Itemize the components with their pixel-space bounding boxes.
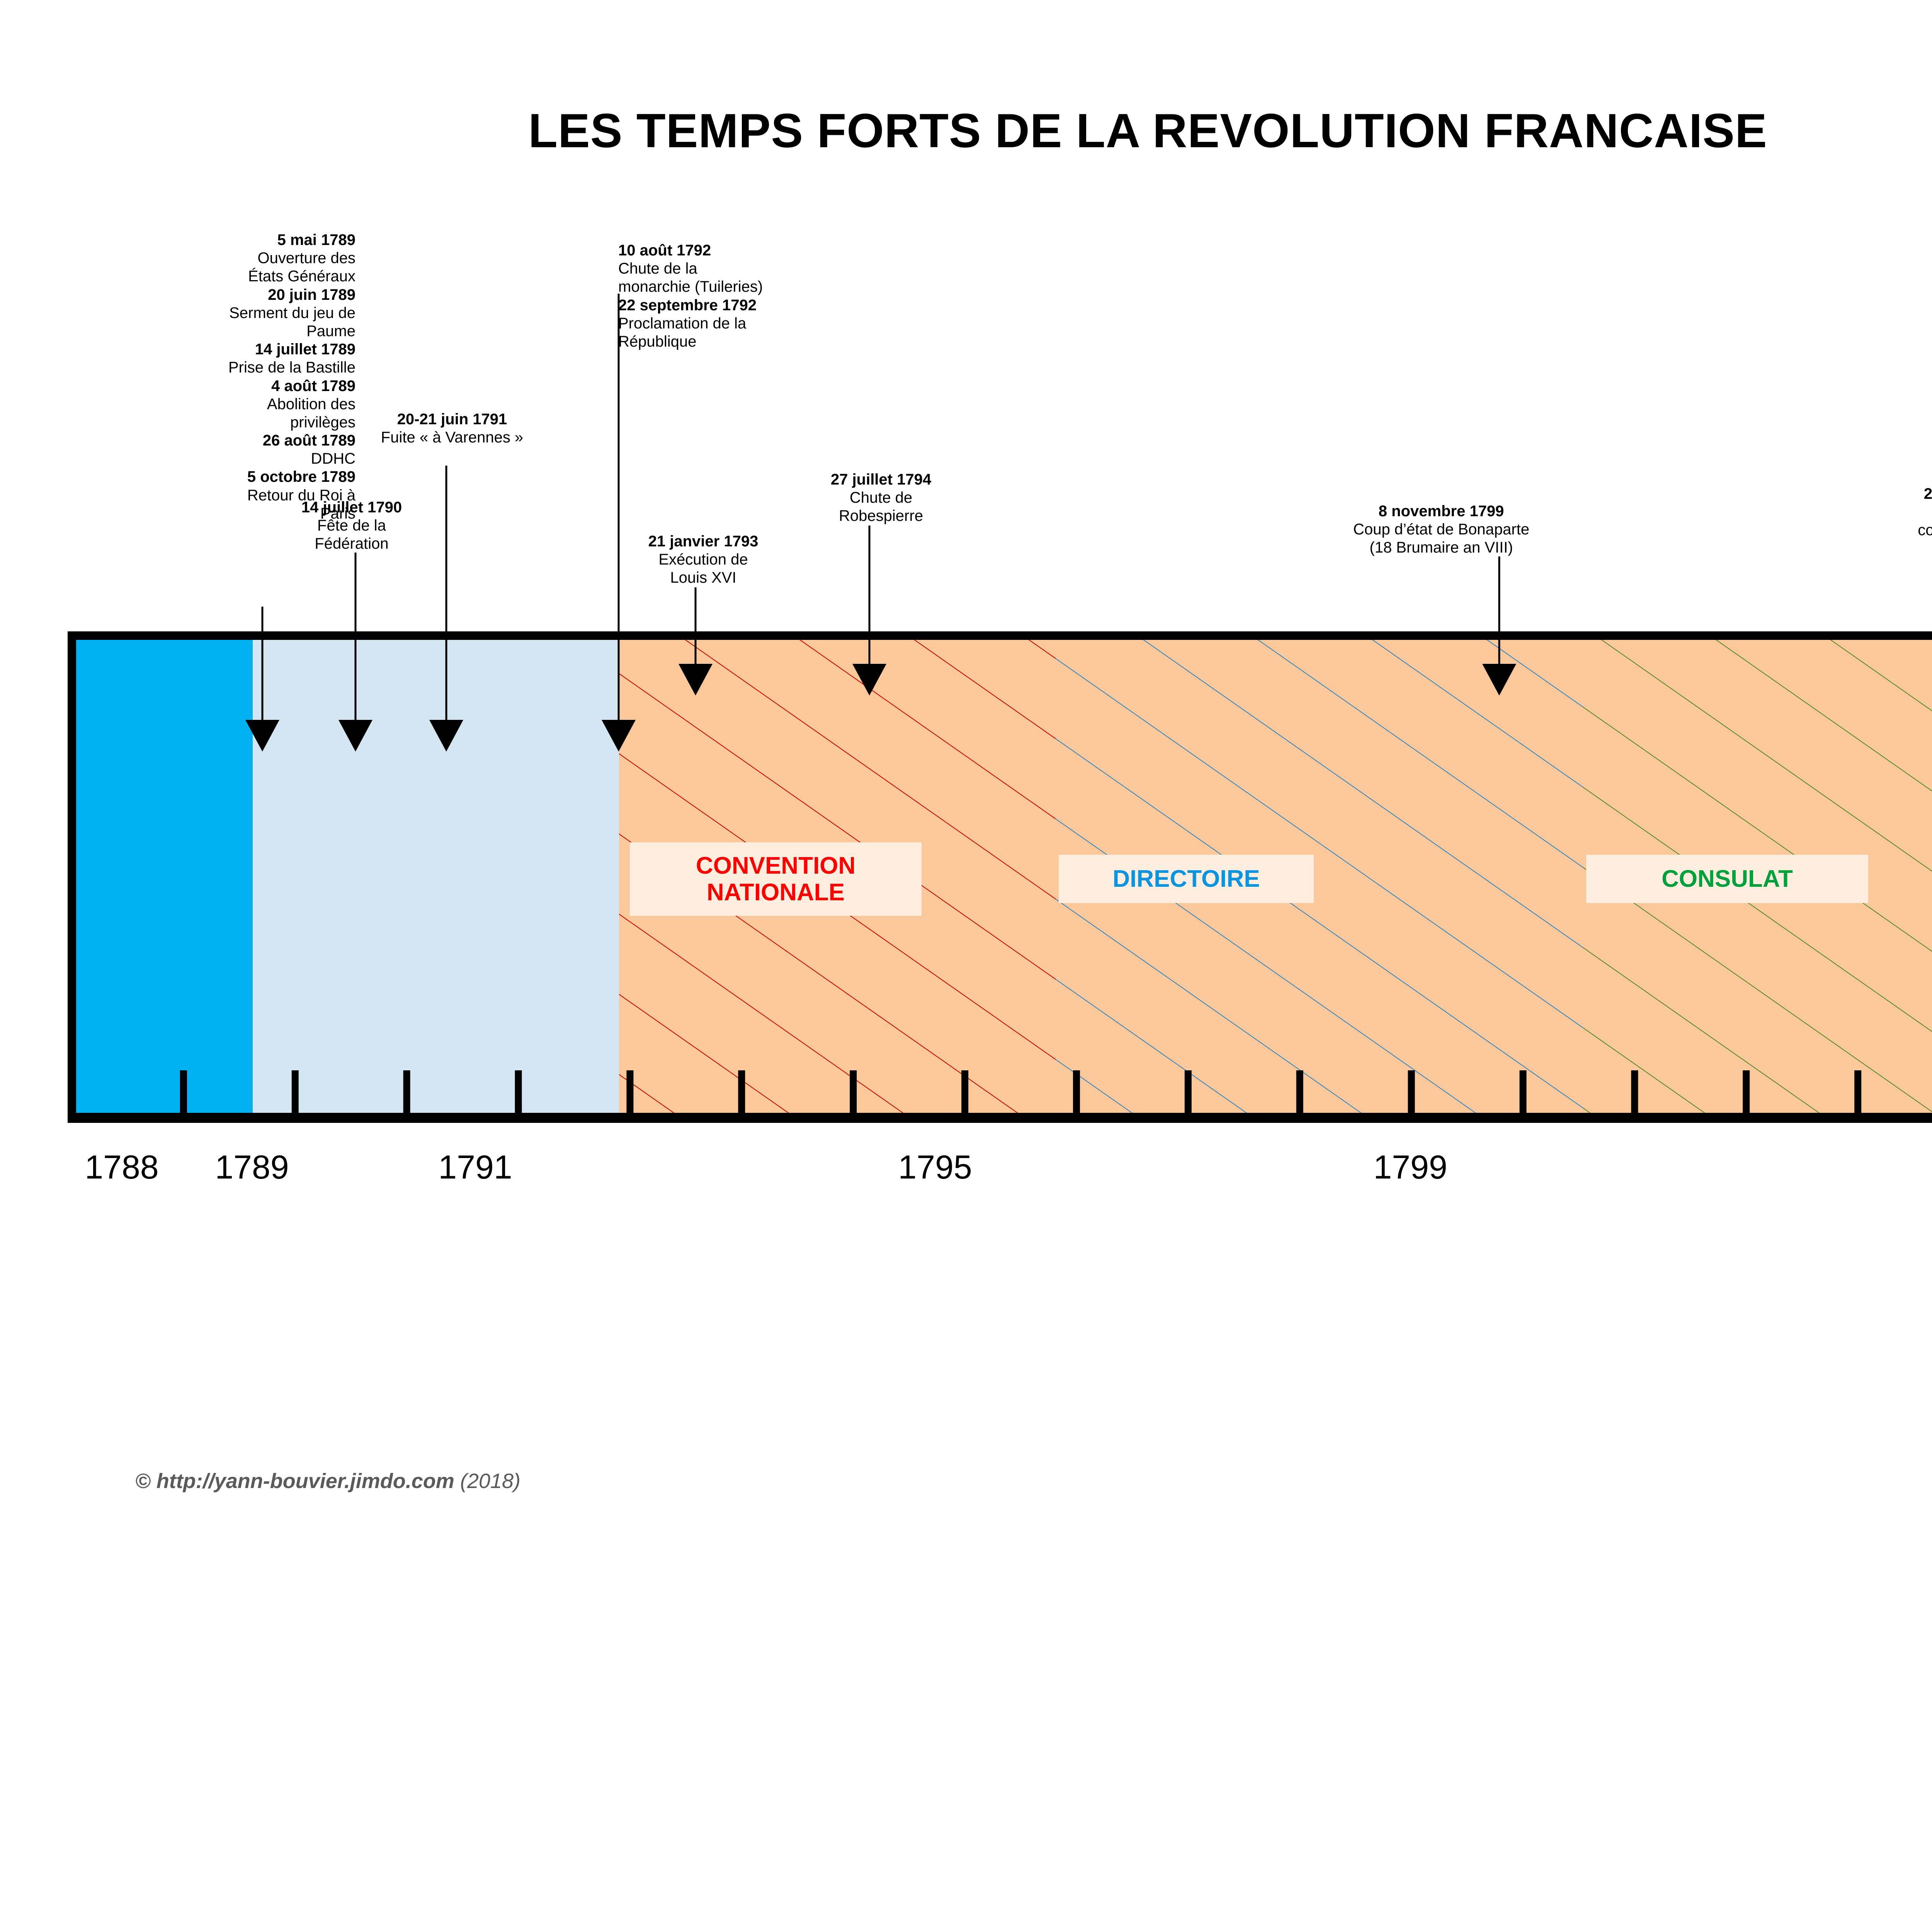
annotation-date: 14 juillet 1789 [255,341,355,358]
axis-tick [961,1070,969,1119]
annotation-events-1789: 5 mai 1789 Ouverture des États Généraux 20 … [0,231,355,523]
axis-tick [403,1070,410,1119]
axis-tick [1743,1070,1750,1119]
annotation-execution-louis-xvi-1793: 21 janvier 1793 Exécution de Louis XVI [595,532,811,587]
leader-arrowhead [679,664,713,696]
annotation-date: 27 juillet 1794 [830,471,932,488]
annotation-text: privilèges [290,413,355,431]
annotation-text: (18 Brumaire an VIII) [1369,539,1513,556]
annotation-chute-robespierre-1794: 27 juillet 1794 Chute de Robespierre [767,471,995,526]
axis-tick [626,1070,634,1119]
axis-tick [1519,1070,1527,1119]
era-label-consulat: CONSULAT [1586,855,1868,903]
leader-arrowhead [852,664,886,696]
annotation-text: Fuite « à Varennes » [381,429,524,446]
annotation-text: monarchie (Tuileries) [618,278,763,296]
annotation-text: Retour du Roi à [247,486,355,504]
axis-tick [515,1070,522,1119]
axis-label-1788: 1788 [85,1149,159,1186]
annotation-text: Louis XVI [670,569,736,587]
annotation-date: 4 août 1789 [271,377,355,395]
axis-tick [291,1070,299,1119]
annotation-text: Fédération [315,535,389,553]
annotation-date: 10 août 1792 [618,242,711,259]
era-block-ancien-regime [72,636,253,1119]
credit-year: (2018) [460,1469,520,1493]
axis-label-1795: 1795 [898,1149,972,1186]
axis-tick [1631,1070,1638,1119]
leader-arrowhead [602,720,636,752]
regime-legend-bar: ANCIEN REGIME MONARCHIE ABSOLUE (avant 1… [0,1252,1932,1406]
annotation-text: Fête de la [317,517,386,534]
annotation-date: 22 septembre 1792 [618,296,757,314]
annotation-text: Ouverture des [257,250,355,267]
infographic-canvas: LES TEMPS FORTS DE LA REVOLUTION FRANCAI… [0,104,1932,1493]
leader-arrowhead [429,720,463,752]
era-block-monarchie-constitutionnelle [253,636,619,1119]
annotation-text: États Généraux [248,268,355,285]
annotation-date: 21 janvier 1793 [648,533,759,550]
axis-tick [180,1070,187,1119]
annotation-fete-federation-1790: 14 juillet 1790 Fête de la Fédération [240,498,464,553]
annotation-date: 5 octobre 1789 [247,468,355,486]
axis-tick [1073,1070,1080,1119]
annotation-date: 14 juillet 1790 [301,499,402,516]
axis-tick [1854,1070,1862,1119]
annotation-text: République [618,333,697,350]
timeline-outline [68,631,1932,1123]
axis-label-1799: 1799 [1373,1149,1447,1186]
leader-arrowhead [338,720,372,752]
annotation-text: Paume [306,322,355,340]
annotation-text: Exécution de [658,551,748,568]
annotation-text: Chute de la [618,260,697,277]
page-title: LES TEMPS FORTS DE LA REVOLUTION FRANCAI… [528,104,1767,158]
axis-label-1789: 1789 [215,1149,289,1186]
copyright-credit: © http://yann-bouvier.jimdo.com (2018) [135,1469,520,1493]
annotation-sacre-1804: 2 décembre 1804Bonapartecouronné Empereu… [1862,485,1932,558]
era-label-convention-nationale: CONVENTION NATIONALE [630,842,922,916]
axis-tick [1296,1070,1303,1119]
era-label-directoire: DIRECTOIRE [1059,855,1314,903]
annotation-date: 5 mai 1789 [277,231,355,248]
axis-baseline [70,1113,1932,1123]
axis-tick [1184,1070,1192,1119]
annotation-text: Paris [320,505,355,522]
annotation-text: Robespierre [839,507,923,525]
annotation-date: 20 juin 1789 [268,286,355,303]
annotation-text: Coup d’état de Bonaparte [1353,521,1529,538]
axis-tick [850,1070,857,1119]
era-label-convention-line1: CONVENTION [696,852,856,879]
axis-label-1791: 1791 [438,1149,512,1186]
annotation-date: 26 août 1789 [262,432,355,449]
leader-arrowhead [1482,664,1516,696]
annotation-chute-monarchie-1792: 10 août 1792 Chute de la monarchie (Tuiler… [618,242,935,351]
annotation-arrowheads [245,664,1516,752]
annotation-date: 2 décembre 1804 [1923,485,1932,502]
annotation-text: Prise de la Bastille [228,359,355,376]
annotation-text: couronné Empereur [1918,522,1932,539]
annotation-coup-etat-1799: 8 novembre 1799 Coup d’état de Bonaparte(… [1289,502,1594,557]
copyright-symbol: © [135,1469,151,1493]
axis-ticks [180,1070,1862,1119]
axis-tick [738,1070,745,1119]
annotation-text: Chute de [849,489,913,507]
annotation-text: Proclamation de la [618,315,747,332]
annotation-date: 8 novembre 1799 [1378,503,1504,520]
credit-url: http://yann-bouvier.jimdo.com [156,1469,454,1493]
era-label-convention-line2: NATIONALE [706,879,845,906]
annotation-varennes-1791: 20-21 juin 1791 Fuite « à Varennes » [309,410,595,447]
leader-arrowhead [245,720,279,752]
annotation-text: Serment du jeu de [229,304,355,321]
axis-tick [1408,1070,1415,1119]
annotation-date: 20-21 juin 1791 [397,411,507,428]
annotation-text: DDHC [311,450,355,468]
annotation-text: Abolition des [267,395,355,413]
annotation-leader-lines [261,294,1500,721]
